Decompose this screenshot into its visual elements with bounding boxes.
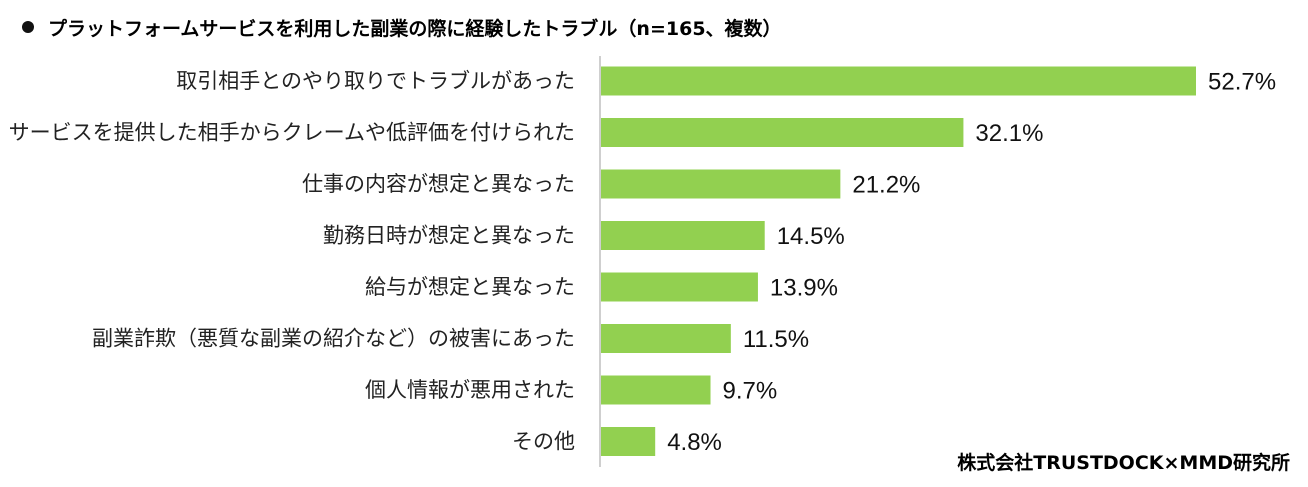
category-label: 取引相手とのやり取りでトラブルがあった xyxy=(176,69,575,93)
value-label: 21.2% xyxy=(852,172,920,199)
category-label: その他 xyxy=(512,430,575,454)
chart-title-row: プラットフォームサービスを利用した副業の際に経験したトラブル（n=165、複数） xyxy=(22,12,782,42)
value-label: 52.7% xyxy=(1208,69,1276,96)
bar xyxy=(601,66,1196,96)
category-label: 副業詐欺（悪質な副業の紹介など）の被害にあった xyxy=(92,327,575,351)
value-label: 13.9% xyxy=(770,275,838,302)
bar xyxy=(601,169,841,199)
category-label: 給与が想定と異なった xyxy=(365,275,575,299)
category-label: 仕事の内容が想定と異なった xyxy=(302,172,575,196)
category-label: 勤務日時が想定と異なった xyxy=(323,224,575,248)
bars-group: 取引相手とのやり取りでトラブルがあった 52.7% サービスを提供した相手からクレー… xyxy=(9,66,1276,456)
source-credit: 株式会社TRUSTDOCK×MMD研究所 xyxy=(957,452,1290,474)
bar xyxy=(601,272,758,302)
value-label: 9.7% xyxy=(723,378,778,405)
category-label: サービスを提供した相手からクレームや低評価を付けられた xyxy=(9,121,575,145)
bar xyxy=(601,324,731,353)
value-label: 14.5% xyxy=(777,223,845,250)
value-label: 11.5% xyxy=(743,326,809,353)
bar xyxy=(601,375,711,405)
chart-title: プラットフォームサービスを利用した副業の際に経験したトラブル（n=165、複数） xyxy=(48,17,782,40)
bar xyxy=(601,118,964,147)
value-label: 4.8% xyxy=(667,429,722,456)
bar xyxy=(601,427,656,456)
bar xyxy=(601,221,765,250)
value-label: 32.1% xyxy=(975,120,1043,147)
category-label: 個人情報が悪用された xyxy=(365,378,575,402)
title-bullet-icon xyxy=(22,21,34,33)
